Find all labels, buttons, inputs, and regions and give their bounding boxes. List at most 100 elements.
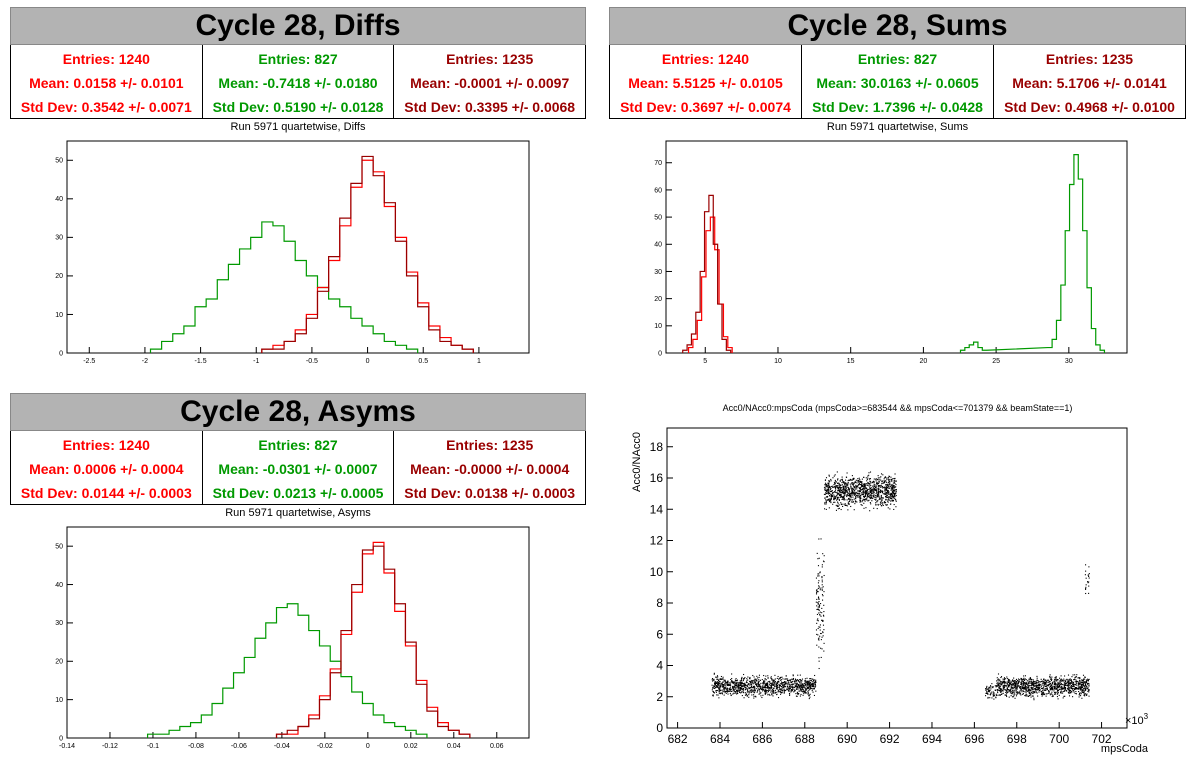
scatter-point bbox=[801, 678, 804, 680]
scatter-point bbox=[807, 684, 809, 686]
scatter-point bbox=[1009, 692, 1011, 694]
scatter-point bbox=[1060, 685, 1062, 687]
scatter-point bbox=[1078, 684, 1080, 686]
scatter-point bbox=[893, 491, 895, 493]
scatter-point bbox=[815, 685, 817, 687]
scatter-point bbox=[1022, 683, 1024, 685]
mean-label: Mean: -0.0301 +/- 0.0007 bbox=[218, 461, 378, 477]
scatter-point bbox=[1046, 685, 1048, 687]
scatter-point bbox=[828, 475, 830, 477]
scatter-point bbox=[714, 683, 716, 685]
scatter-point bbox=[893, 498, 895, 500]
scatter-point bbox=[1041, 694, 1044, 696]
scatter-point bbox=[1075, 688, 1077, 690]
scatter-point bbox=[723, 694, 725, 696]
scatter-point bbox=[1021, 679, 1023, 682]
scatter-point bbox=[1086, 693, 1088, 695]
scatter-point bbox=[805, 681, 807, 683]
scatter-point bbox=[759, 679, 761, 681]
scatter-point bbox=[843, 492, 845, 494]
scatter-point bbox=[894, 477, 896, 479]
scatter-point bbox=[889, 508, 891, 510]
scatter-point bbox=[812, 691, 814, 693]
scatter-point bbox=[890, 497, 892, 499]
scatter-point bbox=[887, 477, 889, 479]
scatter-point bbox=[883, 487, 885, 489]
y-tick-label: 50 bbox=[55, 544, 63, 551]
scatter-point bbox=[794, 690, 796, 692]
scatter-point bbox=[1085, 586, 1087, 588]
scatter-point bbox=[868, 499, 870, 501]
scatter-point bbox=[997, 682, 999, 684]
scatter-point bbox=[992, 691, 994, 693]
scatter-point bbox=[817, 620, 819, 622]
scatter-point bbox=[1046, 688, 1048, 690]
scatter-point bbox=[787, 681, 789, 683]
scatter-point bbox=[839, 491, 841, 493]
scatter-point bbox=[722, 678, 724, 680]
scatter-point bbox=[875, 478, 877, 480]
scatter-point bbox=[842, 491, 844, 493]
scatter-point bbox=[725, 690, 727, 692]
scatter-point bbox=[1067, 674, 1070, 676]
scatter-point bbox=[857, 478, 859, 480]
scatter-point bbox=[870, 488, 872, 490]
scatter-point bbox=[785, 681, 787, 683]
scatter-point bbox=[1029, 677, 1031, 679]
scatter-point bbox=[1076, 684, 1078, 686]
scatter-point bbox=[863, 507, 865, 509]
scatter-point bbox=[847, 480, 849, 482]
scatter-point bbox=[820, 647, 822, 649]
scatter-point bbox=[834, 486, 836, 488]
scatter-point bbox=[865, 491, 867, 494]
scatter-point bbox=[1066, 688, 1069, 690]
scatter-point bbox=[1054, 683, 1056, 685]
scatter-point bbox=[859, 490, 861, 492]
scatter-point bbox=[1005, 682, 1007, 684]
scatter-point bbox=[889, 496, 891, 498]
scatter-point bbox=[802, 689, 804, 691]
scatter-point bbox=[1040, 681, 1042, 683]
scatter-point bbox=[715, 684, 717, 687]
scatter-point bbox=[1036, 675, 1038, 677]
scatter-point bbox=[774, 692, 776, 694]
scatter-point bbox=[1034, 683, 1036, 685]
scatter-point bbox=[1085, 564, 1087, 566]
scatter-point bbox=[853, 498, 855, 500]
scatter-point bbox=[1074, 692, 1076, 695]
x-tick-label: -0.14 bbox=[59, 743, 75, 750]
scatter-point bbox=[987, 697, 989, 699]
scatter-point bbox=[805, 691, 807, 694]
scatter-point bbox=[871, 489, 873, 492]
scatter-point bbox=[890, 480, 893, 482]
y-tick-label: 10 bbox=[55, 697, 63, 704]
scatter-point bbox=[1070, 679, 1072, 682]
scatter-point bbox=[865, 477, 867, 479]
scatter-point bbox=[813, 694, 815, 697]
scatter-point bbox=[767, 685, 769, 687]
scatter-point bbox=[1084, 685, 1086, 688]
scatter-point bbox=[729, 688, 731, 690]
scatter-point bbox=[1020, 687, 1022, 689]
scatter-point bbox=[1022, 687, 1024, 689]
scatter-point bbox=[1067, 680, 1069, 683]
scatter-point bbox=[1000, 684, 1002, 686]
scatter-point bbox=[768, 683, 770, 685]
scatter-point bbox=[891, 485, 893, 487]
scatter-point bbox=[863, 495, 865, 497]
scatter-point bbox=[773, 682, 776, 684]
scatter-point bbox=[848, 497, 850, 500]
scatter-point bbox=[868, 474, 870, 476]
scatter-point bbox=[1076, 674, 1078, 676]
scatter-point bbox=[742, 689, 744, 691]
scatter-point bbox=[875, 503, 877, 506]
scatter-point bbox=[1018, 681, 1020, 683]
scatter-point bbox=[769, 684, 771, 686]
scatter-point bbox=[878, 487, 880, 489]
scatter-point bbox=[829, 494, 831, 497]
scatter-point bbox=[828, 488, 830, 490]
histogram-series-run3 bbox=[275, 545, 471, 738]
scatter-point bbox=[750, 684, 752, 686]
scatter-point bbox=[869, 510, 871, 512]
scatter-point bbox=[1027, 695, 1030, 697]
